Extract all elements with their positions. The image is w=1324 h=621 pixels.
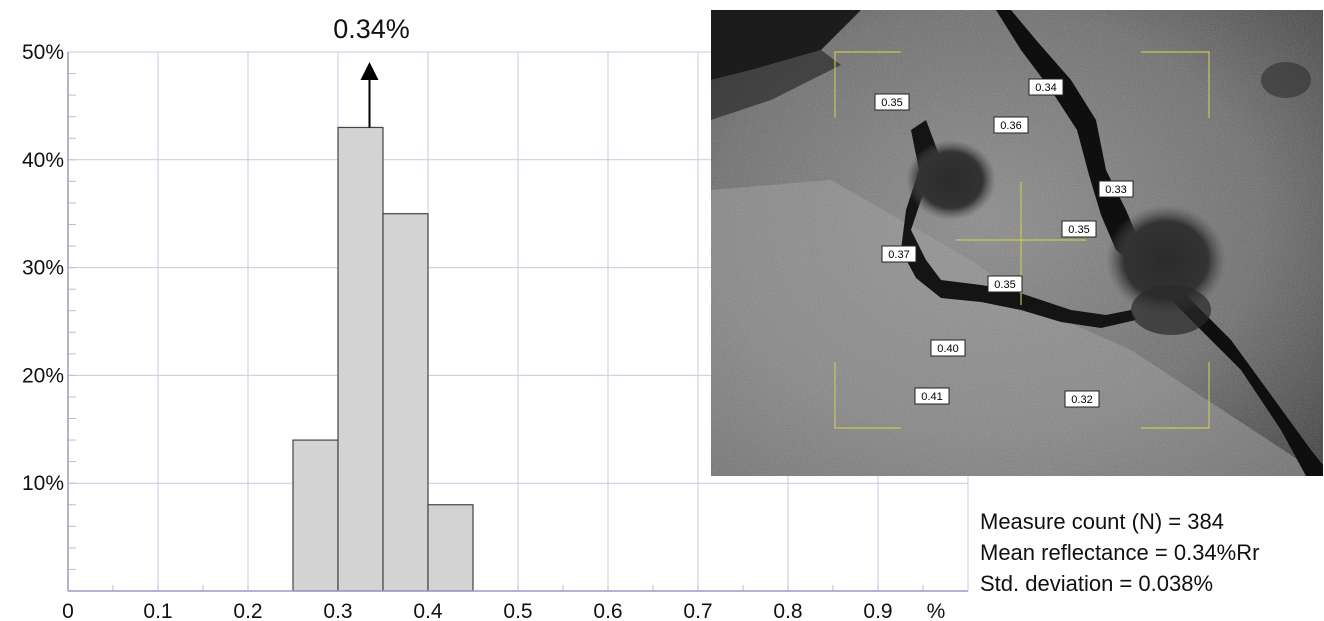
- reflectance-measurement-label: 0.32: [1064, 390, 1100, 408]
- measurement-label-box: [1098, 180, 1134, 198]
- reflectance-measurement-label: 0.41: [914, 387, 950, 405]
- chart-bars: [292, 126, 474, 592]
- x-tick-label: 0.5: [503, 600, 532, 621]
- std-deviation-row: Std. deviation = 0.038%: [980, 568, 1320, 599]
- measurement-label-box: [987, 275, 1023, 293]
- x-tick-label: 0.1: [143, 600, 172, 621]
- reflectance-measurement-label: 0.37: [881, 245, 917, 263]
- y-tick-label: 40%: [22, 149, 64, 172]
- histogram-bar: [382, 213, 429, 592]
- mean-reflectance-label: Mean reflectance =: [980, 540, 1174, 565]
- reflectance-measurement-label: 0.35: [874, 93, 910, 111]
- x-tick-label: 0.6: [593, 600, 622, 621]
- x-tick-label: 0.9: [863, 600, 892, 621]
- measurement-label-text: 0.36: [1000, 120, 1021, 132]
- measure-count-value: 384: [1187, 509, 1224, 534]
- measurement-label-box: [914, 387, 950, 405]
- measurement-label-text: 0.35: [994, 279, 1015, 291]
- std-deviation-value: 0.038%: [1138, 571, 1214, 596]
- x-tick-label: 0.8: [773, 600, 802, 621]
- x-tick-label: 0.7: [683, 600, 712, 621]
- reflectance-measurement-label: 0.35: [987, 275, 1023, 293]
- histogram-bar: [292, 439, 339, 592]
- histogram-bar: [337, 126, 384, 592]
- measurement-label-box: [881, 245, 917, 263]
- statistics-panel: Measure count (N) = 384 Mean reflectance…: [980, 506, 1320, 599]
- x-tick-label: 0.3: [323, 600, 352, 621]
- peak-value-label: 0.34%: [333, 14, 410, 44]
- peak-annotation: 0.34%: [333, 14, 410, 128]
- reflectance-measurement-label: 0.33: [1098, 180, 1134, 198]
- measurement-label-box: [1064, 390, 1100, 408]
- histogram-bar: [427, 504, 474, 592]
- measurement-label-text: 0.35: [1068, 224, 1089, 236]
- x-tick-label: 0.4: [413, 600, 443, 621]
- measurement-label-box: [874, 93, 910, 111]
- chart-axes: [67, 52, 968, 592]
- reflectance-measurement-label: 0.36: [993, 116, 1029, 134]
- reflectance-measurement-label: 0.35: [1061, 220, 1097, 238]
- x-unit-label: %: [927, 600, 946, 621]
- reflectance-measurement-label: 0.34: [1028, 78, 1064, 96]
- y-tick-label: 20%: [22, 364, 64, 387]
- measurement-label-text: 0.32: [1071, 394, 1092, 406]
- measure-count-label: Measure count (N) =: [980, 509, 1188, 534]
- measure-count-row: Measure count (N) = 384: [980, 506, 1320, 537]
- x-tick-label: 0.2: [233, 600, 262, 621]
- y-tick-label: 10%: [22, 472, 64, 495]
- measurement-label-text: 0.40: [937, 343, 958, 355]
- measurement-label-box: [1028, 78, 1064, 96]
- measurement-label-box: [930, 339, 966, 357]
- micrograph-image: 0.35 0.34 0.36 0.33 0.35 0.37 0.35 0.40 0.41 0.32: [711, 10, 1323, 476]
- std-deviation-label: Std. deviation =: [980, 571, 1139, 596]
- y-tick-label: 30%: [22, 257, 64, 280]
- measurement-label-text: 0.34: [1035, 82, 1056, 94]
- y-tick-label: 50%: [22, 41, 64, 64]
- measurement-label-text: 0.41: [921, 391, 942, 403]
- measurement-label-text: 0.37: [888, 249, 909, 261]
- mean-reflectance-value: 0.34%Rr: [1173, 540, 1260, 565]
- peak-arrow-head: [360, 62, 379, 80]
- mean-reflectance-row: Mean reflectance = 0.34%Rr: [980, 537, 1320, 568]
- reflectance-measurement-label: 0.40: [930, 339, 966, 357]
- chart-labels: 10% 20% 30% 40% 50% 0 0.1 0.2 0.3 0.4 0.5 0.6 0.7 0.8…: [22, 41, 945, 621]
- measurement-label-text: 0.35: [881, 97, 902, 109]
- x-tick-label: 0: [62, 600, 74, 621]
- measurement-label-box: [1061, 220, 1097, 238]
- measurement-label-box: [993, 116, 1029, 134]
- measurement-label-text: 0.33: [1105, 184, 1126, 196]
